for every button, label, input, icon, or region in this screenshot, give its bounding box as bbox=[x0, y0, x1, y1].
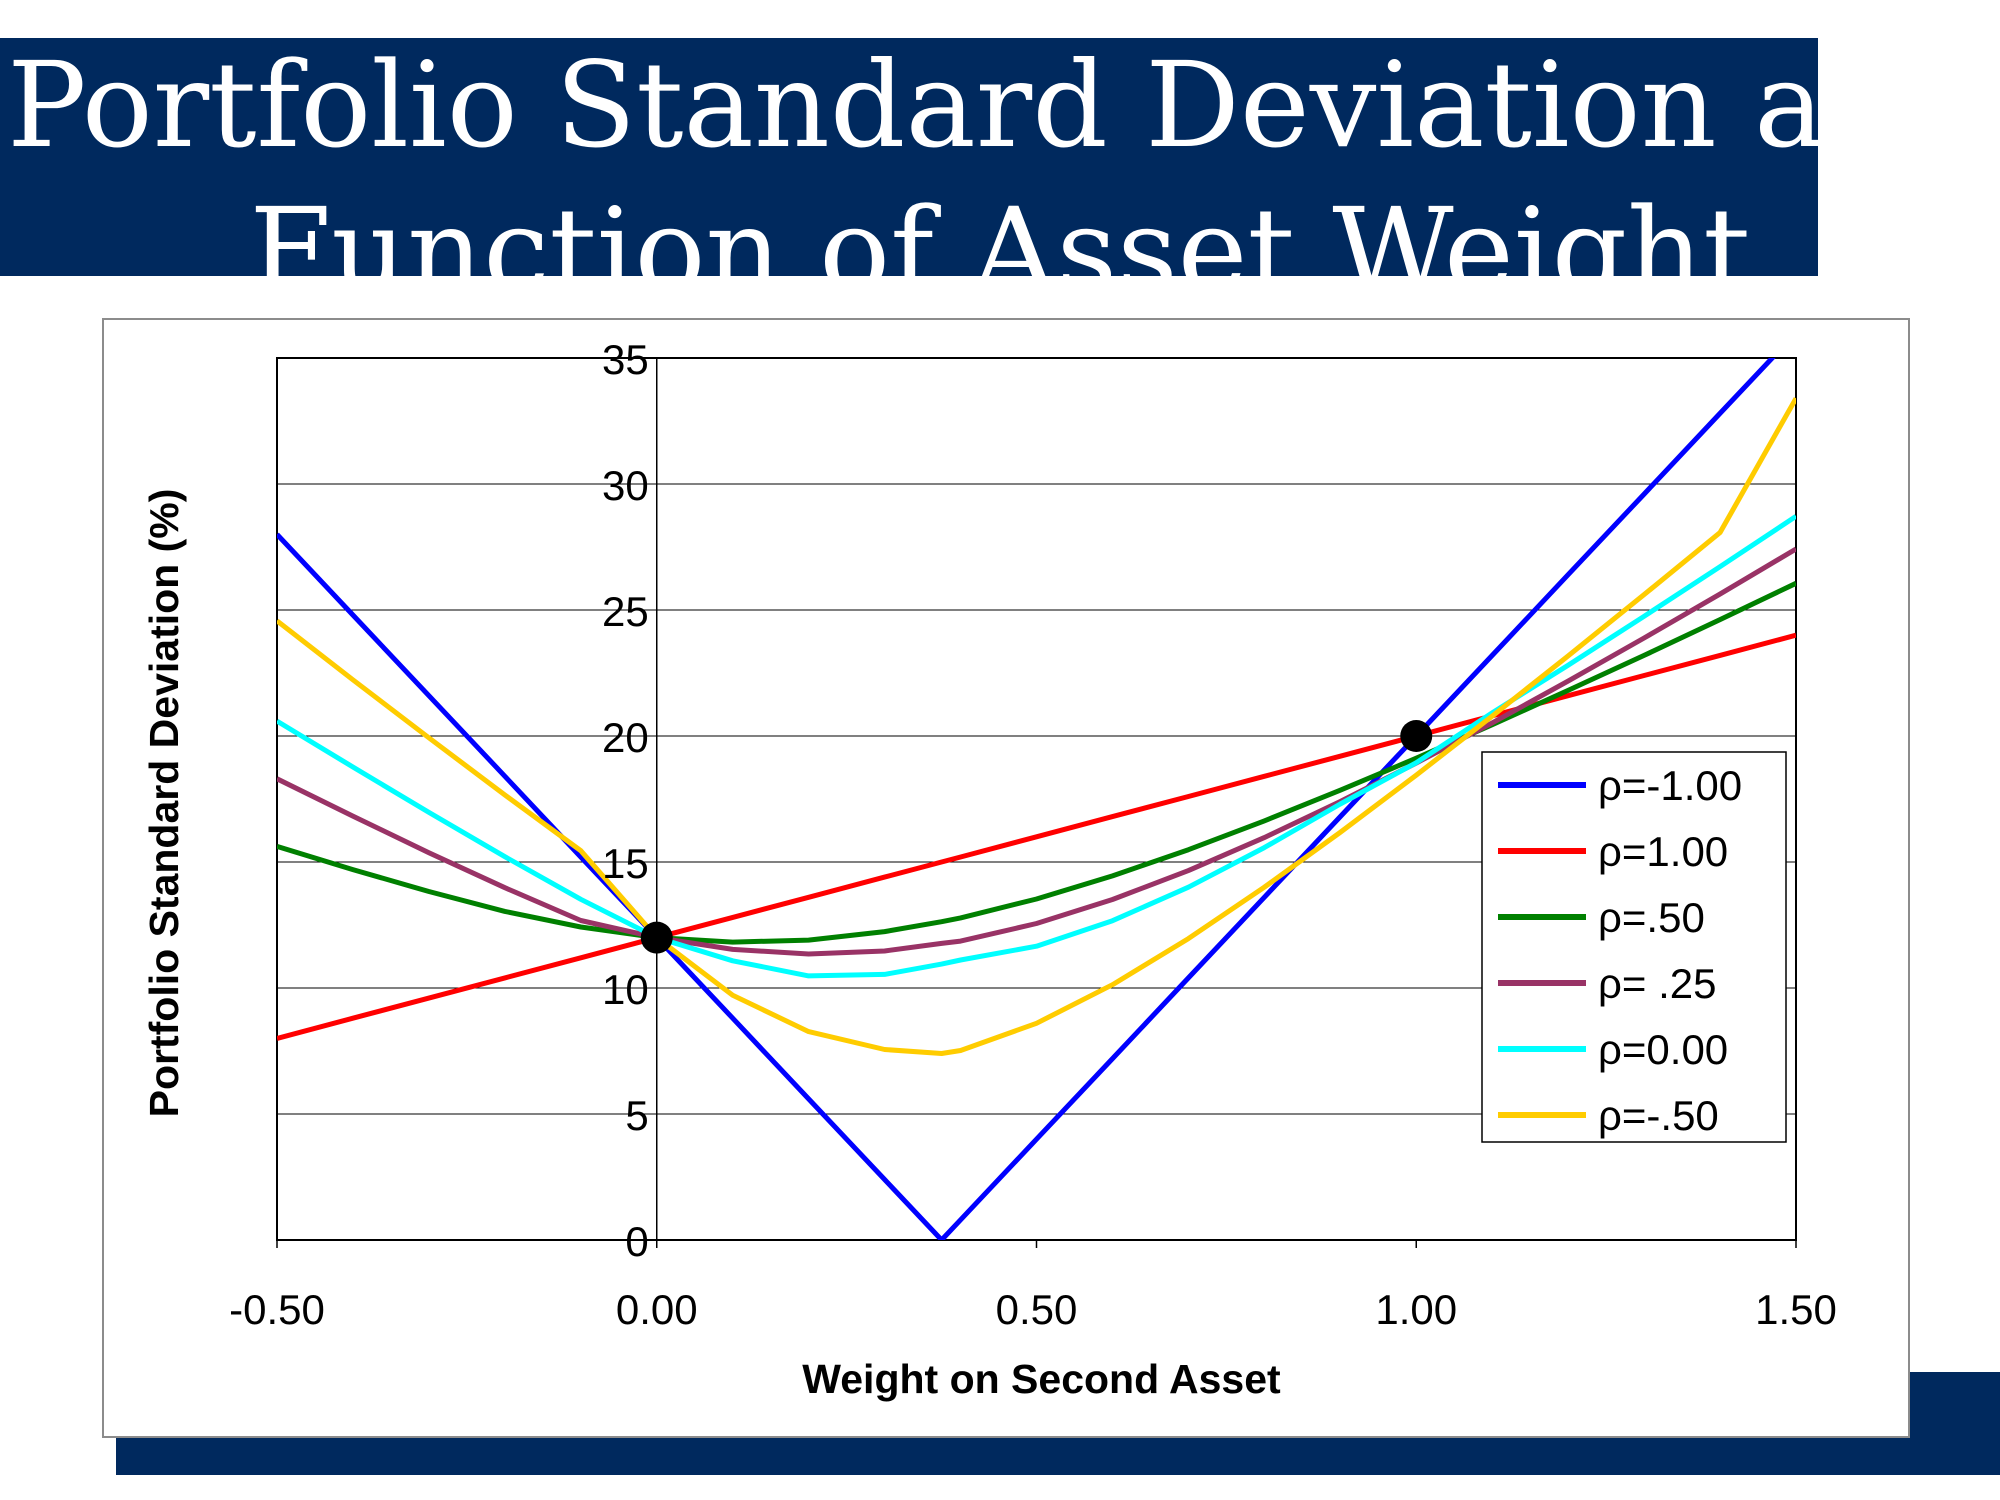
x-tick-label: 0.00 bbox=[616, 1286, 698, 1333]
legend-label: ρ=.50 bbox=[1598, 894, 1705, 941]
data-point-marker bbox=[640, 921, 673, 954]
legend-label: ρ=1.00 bbox=[1598, 828, 1728, 875]
legend-label: ρ=-1.00 bbox=[1598, 762, 1742, 809]
legend-box bbox=[1481, 751, 1787, 1143]
x-tick-label: 0.50 bbox=[996, 1286, 1078, 1333]
line-chart: 0 5 10 15 20 25 30 35 -0.50 0.00 0.50 1.00 1.50 Weigh… bbox=[141, 336, 1837, 1402]
series-line bbox=[277, 546, 1796, 957]
series-line bbox=[277, 358, 1776, 1240]
data-point-marker bbox=[1400, 720, 1433, 752]
y-tick-label: 0 bbox=[625, 1218, 648, 1265]
title-banner: Portfolio Standard Deviation as a Functi… bbox=[0, 38, 1818, 276]
y-tick-label: 10 bbox=[602, 966, 649, 1013]
series-line bbox=[277, 581, 1796, 945]
y-tick-label: 30 bbox=[602, 462, 649, 509]
x-tick-label: 1.00 bbox=[1375, 1286, 1457, 1333]
x-tick-label: 1.50 bbox=[1755, 1286, 1837, 1333]
y-tick-label: 20 bbox=[602, 714, 649, 761]
legend-label: ρ= .25 bbox=[1598, 960, 1716, 1007]
title-line-1: Portfolio Standard Deviation as a bbox=[7, 38, 1818, 174]
y-tick-label: 25 bbox=[602, 588, 649, 635]
plot-area bbox=[276, 357, 1797, 1241]
legend-label: ρ=0.00 bbox=[1598, 1026, 1728, 1073]
y-axis-title: Portfolio Standard Deviation (%) bbox=[141, 489, 187, 1118]
y-tick-label: 15 bbox=[602, 840, 649, 887]
legend: ρ=-1.00 ρ=1.00 ρ=.50 ρ= .25 ρ=0.00 ρ=-.50 bbox=[1481, 751, 1787, 1143]
legend-label: ρ=-.50 bbox=[1598, 1092, 1719, 1139]
y-tick-label: 35 bbox=[602, 336, 649, 383]
x-tick-label: -0.50 bbox=[229, 1286, 325, 1333]
x-axis-title: Weight on Second Asset bbox=[802, 1356, 1281, 1402]
title-line-2: Function of Asset Weight bbox=[249, 182, 1751, 276]
y-tick-label: 5 bbox=[625, 1092, 648, 1139]
chart-frame: 0 5 10 15 20 25 30 35 -0.50 0.00 0.50 1.00 1.50 Weigh… bbox=[102, 318, 1910, 1438]
series-line bbox=[277, 397, 1796, 1056]
series-group bbox=[277, 358, 1796, 1240]
slide-title: Portfolio Standard Deviation as a Functi… bbox=[0, 38, 1818, 276]
